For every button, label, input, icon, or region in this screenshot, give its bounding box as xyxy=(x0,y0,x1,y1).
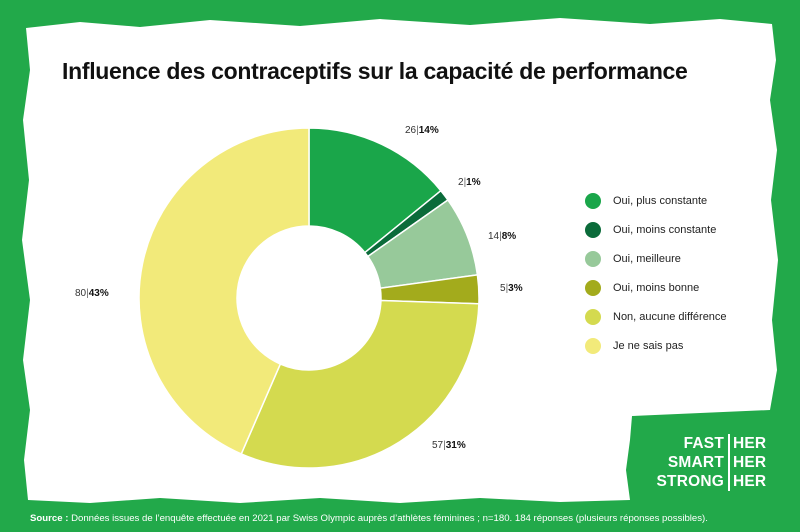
legend-label: Oui, moins constante xyxy=(613,224,717,236)
legend-swatch xyxy=(585,280,601,296)
legend-swatch xyxy=(585,338,601,354)
data-label: 14|8% xyxy=(488,231,516,242)
brand-word: HER xyxy=(733,454,767,471)
brand-row: SMART HER xyxy=(648,453,766,472)
legend-swatch xyxy=(585,222,601,238)
legend-label: Oui, meilleure xyxy=(613,253,681,265)
data-label: 57|31% xyxy=(432,440,466,451)
brand-separator xyxy=(728,453,730,472)
legend-swatch xyxy=(585,193,601,209)
brand-word: SMART xyxy=(667,454,724,471)
data-label: 80|43% xyxy=(75,288,109,299)
brand-row: STRONG HER xyxy=(648,472,766,491)
pie-slice xyxy=(138,127,310,455)
data-labels: 26|14% 2|1% 14|8% 5|3% 57|31% 80|43% xyxy=(75,125,523,451)
legend-swatch xyxy=(585,309,601,325)
legend-label: Non, aucune différence xyxy=(613,311,727,323)
source-note: Source : Données issues de l’enquête eff… xyxy=(30,513,708,524)
brand-word: HER xyxy=(733,435,767,452)
legend-swatch xyxy=(585,251,601,267)
brand-row: FAST HER xyxy=(648,434,766,453)
brand-word: FAST xyxy=(683,435,724,452)
legend-label: Je ne sais pas xyxy=(613,340,684,352)
brand-word: STRONG xyxy=(656,473,724,490)
brand-separator xyxy=(728,434,730,453)
donut-chart xyxy=(138,127,480,469)
source-label: Source : xyxy=(30,513,69,524)
legend-label: Oui, plus constante xyxy=(613,195,708,207)
pie-slice xyxy=(240,299,480,469)
data-label: 5|3% xyxy=(500,283,523,294)
chart-title: Influence des contraceptifs sur la capac… xyxy=(62,58,688,84)
source-text: Données issues de l’enquête effectuée en… xyxy=(71,513,708,524)
brand-word: HER xyxy=(733,473,767,490)
legend-label: Oui, moins bonne xyxy=(613,282,700,294)
brand-separator xyxy=(728,472,730,491)
data-label: 2|1% xyxy=(458,177,481,188)
brand-logo: FAST HER SMART HER STRONG HER xyxy=(648,434,766,491)
data-label: 26|14% xyxy=(405,125,439,136)
